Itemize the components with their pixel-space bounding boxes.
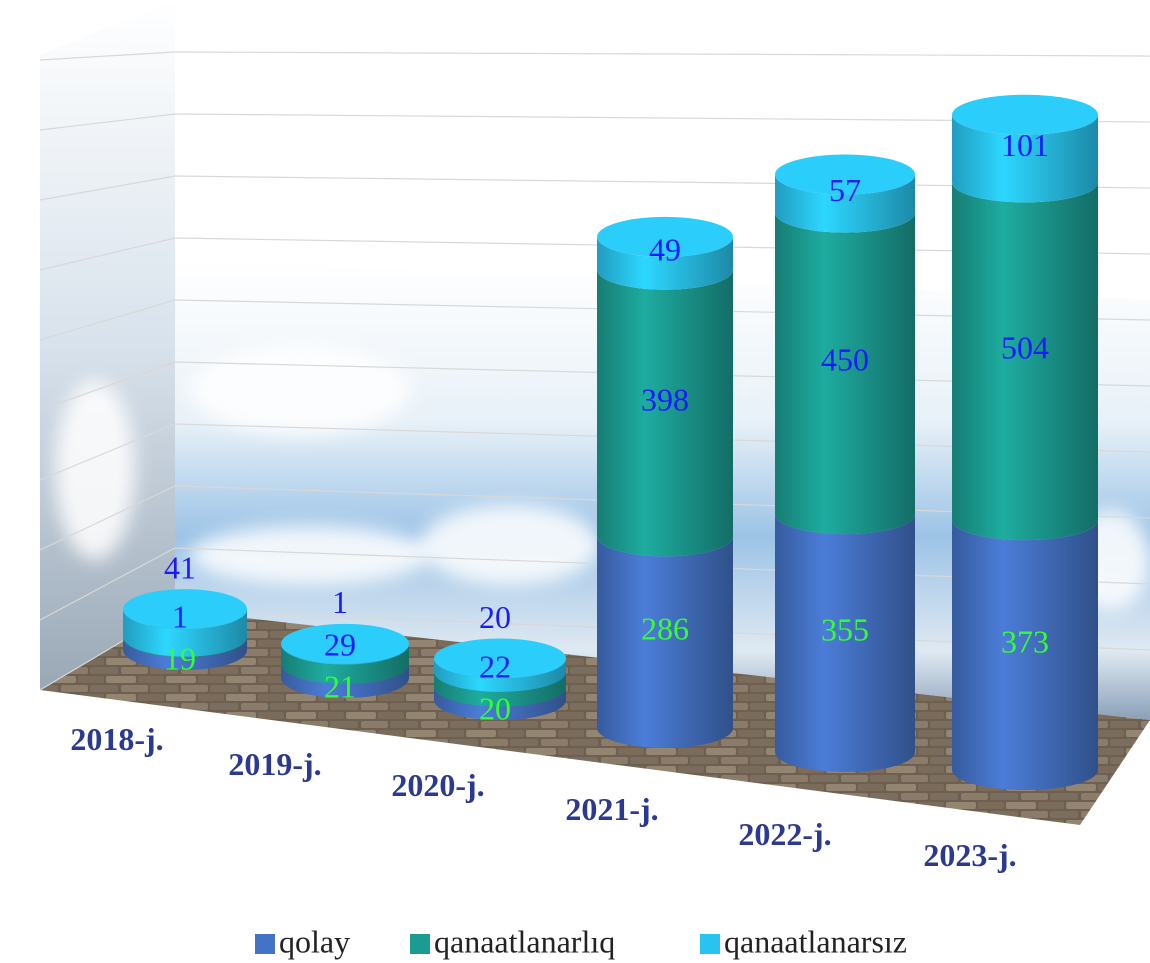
bar-segment [597,269,733,557]
bar-segment [597,536,733,748]
x-tick-label: 2018-j. [70,721,163,757]
legend-label: qanaatlanarsız [724,923,907,959]
bar-cap [775,154,915,195]
value-label: 286 [641,611,689,647]
value-label: 57 [829,172,861,208]
value-label: 29 [324,626,356,662]
clouds [55,345,1150,610]
value-label: 450 [821,342,869,378]
value-label: 41 [164,549,196,585]
side-wall [40,0,175,690]
grid-line [39,423,176,481]
value-label: 1 [332,584,348,620]
legend-swatch [255,934,275,954]
bar-segment [952,520,1098,790]
grid-line [39,51,176,61]
value-label: 21 [324,668,356,704]
bar-segment [281,644,409,684]
labels: 19 1 41 2018-j. 21 29 1 2019-j. 20 22 20 2020-j. 286… [70,127,1049,873]
bar-segment [434,671,566,707]
legend-label: qolay [279,923,350,959]
bar-segment [434,686,566,720]
x-tick-label: 2020-j. [391,767,484,803]
bar-segment [775,212,915,535]
grid-line [39,547,176,621]
value-label: 20 [479,690,511,726]
plot [123,94,1098,790]
bar-cap [597,216,733,257]
value-label: 1 [172,598,188,634]
bar-segment [281,663,409,698]
bar-cap [281,623,409,664]
legend-swatch [410,934,430,954]
value-label: 49 [649,232,681,268]
bar-segment [597,236,733,290]
grid-line [39,485,176,551]
value-label: 20 [479,599,511,635]
value-label: 504 [1001,330,1049,366]
bar-segment [952,182,1098,541]
bar-segment [434,658,566,692]
bar-cap [123,589,247,630]
value-label: 373 [1001,623,1049,659]
grid-line [39,361,176,411]
bar-segment [775,174,915,233]
bar-segment [123,637,247,670]
grid-line [39,237,176,271]
grid-line [174,51,1150,57]
x-tick-label: 2021-j. [565,791,658,827]
x-tick-label: 2022-j. [738,816,831,852]
value-label: 101 [1001,127,1049,163]
value-label: 22 [479,648,511,684]
x-tick-label: 2019-j. [228,746,321,782]
bar-segment [775,514,915,772]
bar-cap [434,638,566,679]
legend-swatch [700,934,720,954]
value-label: 19 [164,640,196,676]
value-label: 355 [821,611,869,647]
value-label: 398 [641,381,689,417]
bar-cap [952,94,1098,135]
bar-segment [123,609,247,657]
legend-label: qanaatlanarlıq [434,923,615,959]
grid-line [39,113,176,131]
legend: qolay qanaatlanarlıq qanaatlanarsız [255,923,907,959]
grid-line [39,299,176,341]
grid-line [39,175,176,201]
bar-segment [952,114,1098,203]
x-tick-label: 2023-j. [923,837,1016,873]
